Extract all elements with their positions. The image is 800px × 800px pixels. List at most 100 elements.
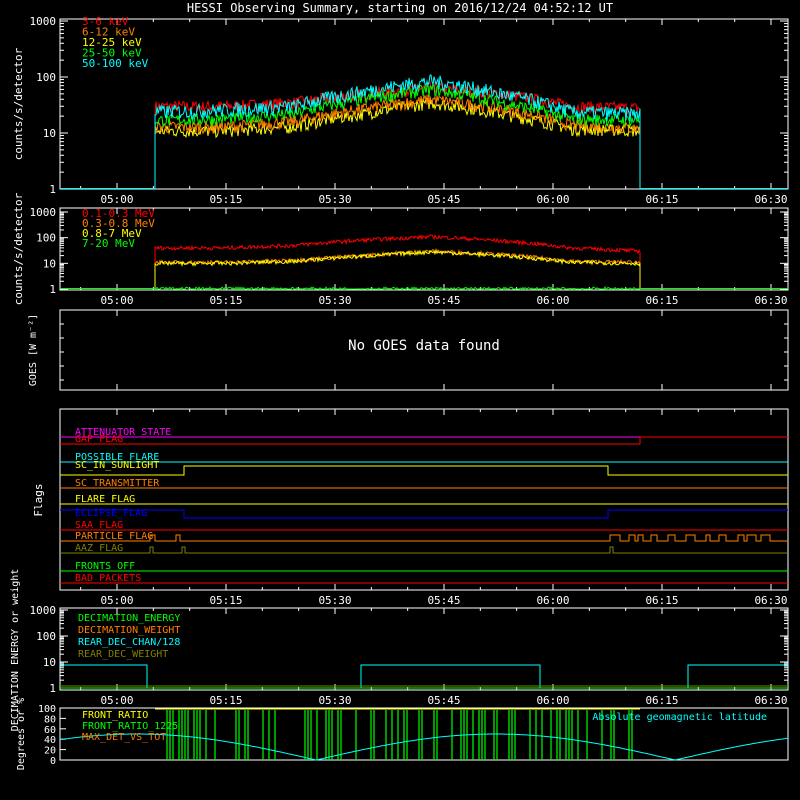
legend-0.1-0.3 MeV: 0.1-0.3 MeV xyxy=(82,207,155,220)
x-tick-label: 05:00 xyxy=(100,193,133,206)
x-tick-label: 06:30 xyxy=(754,694,787,707)
y-tick-label: 1000 xyxy=(30,206,57,219)
x-tick-label: 06:30 xyxy=(754,193,787,206)
goes-message: No GOES data found xyxy=(348,338,500,354)
x-tick-label: 05:15 xyxy=(209,294,242,307)
y-tick-label: 1 xyxy=(49,682,56,695)
flag-label-SC_TRANSMITTER: SC_TRANSMITTER xyxy=(75,478,160,489)
x-tick-label: 05:45 xyxy=(427,193,460,206)
flag-label-AAZ_FLAG: AAZ_FLAG xyxy=(75,543,123,554)
x-tick-label: 05:15 xyxy=(209,594,242,607)
legend-0.8-7 MeV: 0.8-7 MeV xyxy=(82,227,142,240)
x-tick-label: 06:15 xyxy=(645,294,678,307)
series-3-6keV xyxy=(154,80,641,189)
y-tick-label: 100 xyxy=(36,71,56,84)
panel5-frame xyxy=(59,607,789,691)
legend-REAR_DEC_CHAN/128: REAR_DEC_CHAN/128 xyxy=(78,637,180,648)
x-tick-label: 05:30 xyxy=(318,294,351,307)
y-tick-label: 1000 xyxy=(30,604,57,617)
panel3-frame xyxy=(59,309,789,391)
x-tick-label: 06:15 xyxy=(645,594,678,607)
x-tick-label: 06:00 xyxy=(536,694,569,707)
x-tick-label: 05:30 xyxy=(318,193,351,206)
legend-geomag: Absolute geomagnetic latitude xyxy=(592,712,767,723)
y-tick-label: 20 xyxy=(44,746,56,757)
series-7-20MeV xyxy=(154,286,640,291)
series-0.8-7MeV xyxy=(154,249,641,289)
flag-line-AAZ_FLAG xyxy=(60,546,788,554)
flag-line-ECLIPSE_FLAG xyxy=(60,509,788,519)
x-tick-label: 06:00 xyxy=(536,294,569,307)
flag-label-FLARE_FLAG: FLARE_FLAG xyxy=(75,494,135,505)
series-6-12keV xyxy=(154,93,641,189)
flag-label-POSSIBLE_FLARE: POSSIBLE_FLARE xyxy=(75,452,159,463)
x-tick-label: 06:30 xyxy=(754,594,787,607)
series-0.1-0.3MeV xyxy=(154,233,641,289)
x-tick-label: 05:00 xyxy=(100,294,133,307)
y-tick-label: 1 xyxy=(49,283,56,296)
y-tick-label: 0 xyxy=(50,756,56,767)
y-tick-label: 80 xyxy=(44,714,56,725)
series-25-50keV xyxy=(154,83,641,189)
x-tick-label: 06:15 xyxy=(645,694,678,707)
panel2-frame xyxy=(59,207,789,291)
y-tick-label: 1000 xyxy=(30,15,57,28)
flag-line-GAP_FLAG xyxy=(60,436,788,445)
x-tick-label: 06:15 xyxy=(645,193,678,206)
x-tick-label: 05:45 xyxy=(427,594,460,607)
series-0.3-0.8MeV xyxy=(154,247,641,289)
legend-12-25 keV: 12-25 keV xyxy=(82,36,142,49)
x-tick-label: 06:30 xyxy=(754,294,787,307)
y-tick-label: 1 xyxy=(49,183,56,196)
x-tick-label: 05:45 xyxy=(427,294,460,307)
legend-DECIMATION_ENERGY: DECIMATION_ENERGY xyxy=(78,613,180,624)
legend-3-6 keV: 3-6 keV xyxy=(82,15,129,28)
flag-label-BAD_PACKETS: BAD_PACKETS xyxy=(75,573,141,584)
flag-line-SC_IN_SUNLIGHT xyxy=(60,465,788,476)
panel1-ylabel: counts/s/detector xyxy=(12,47,25,160)
y-tick-label: 100 xyxy=(38,704,56,715)
x-tick-label: 05:45 xyxy=(427,694,460,707)
flag-label-PARTICLE_FLAG: PARTICLE_FLAG xyxy=(75,531,153,542)
y-tick-label: 60 xyxy=(44,725,56,736)
rear-dec-chan-line xyxy=(60,664,788,689)
legend-FRONT_RATIO: FRONT_RATIO xyxy=(82,710,148,721)
panel4-frame xyxy=(59,408,789,591)
panel1-frame xyxy=(59,18,789,190)
y-tick-label: 10 xyxy=(43,257,56,270)
legend-25-50 keV: 25-50 keV xyxy=(82,47,142,60)
flag-label-GAP_FLAG: GAP_FLAG xyxy=(75,434,123,445)
flag-label-ECLIPSE_FLAG: ECLIPSE_FLAG xyxy=(75,508,147,519)
geomag-latitude-line xyxy=(59,733,789,761)
legend-50-100 keV: 50-100 keV xyxy=(82,57,149,70)
flag-label-SC_IN_SUNLIGHT: SC_IN_SUNLIGHT xyxy=(75,460,159,471)
panel6-frame xyxy=(59,707,789,761)
panel2-ylabel: counts/s/detector xyxy=(12,192,25,305)
legend-6-12 keV: 6-12 keV xyxy=(82,26,135,39)
legend-REAR_DEC_WEIGHT: REAR_DEC_WEIGHT xyxy=(78,649,168,660)
y-tick-label: 10 xyxy=(43,127,56,140)
y-tick-label: 10 xyxy=(43,656,56,669)
flag-line-PARTICLE_FLAG xyxy=(60,534,788,542)
legend-DECIMATION_WEIGHT: DECIMATION_WEIGHT xyxy=(78,625,180,636)
legend-MAX_DET_VS_TOT: MAX_DET_VS_TOT xyxy=(82,732,166,743)
flag-label-SAA_FLAG: SAA_FLAG xyxy=(75,520,123,531)
x-tick-label: 05:00 xyxy=(100,594,133,607)
x-tick-label: 05:00 xyxy=(100,694,133,707)
x-tick-label: 05:15 xyxy=(209,694,242,707)
panel3-ylabel: GOES [W m⁻²] xyxy=(28,314,39,386)
series-50-100keV xyxy=(154,74,641,189)
x-tick-label: 06:00 xyxy=(536,594,569,607)
x-tick-label: 05:15 xyxy=(209,193,242,206)
y-tick-label: 100 xyxy=(36,232,56,245)
legend-0.3-0.8 MeV: 0.3-0.8 MeV xyxy=(82,217,155,230)
x-tick-label: 05:30 xyxy=(318,694,351,707)
panel4-ylabel: Flags xyxy=(32,483,45,516)
y-tick-label: 40 xyxy=(44,735,56,746)
panel6-ylabel: Degrees or % xyxy=(16,698,27,770)
flag-label-ATTENUATOR_STATE: ATTENUATOR_STATE xyxy=(75,427,171,438)
legend-7-20 MeV: 7-20 MeV xyxy=(82,237,135,250)
chart-title: HESSI Observing Summary, starting on 201… xyxy=(186,1,614,15)
x-tick-label: 05:30 xyxy=(318,594,351,607)
